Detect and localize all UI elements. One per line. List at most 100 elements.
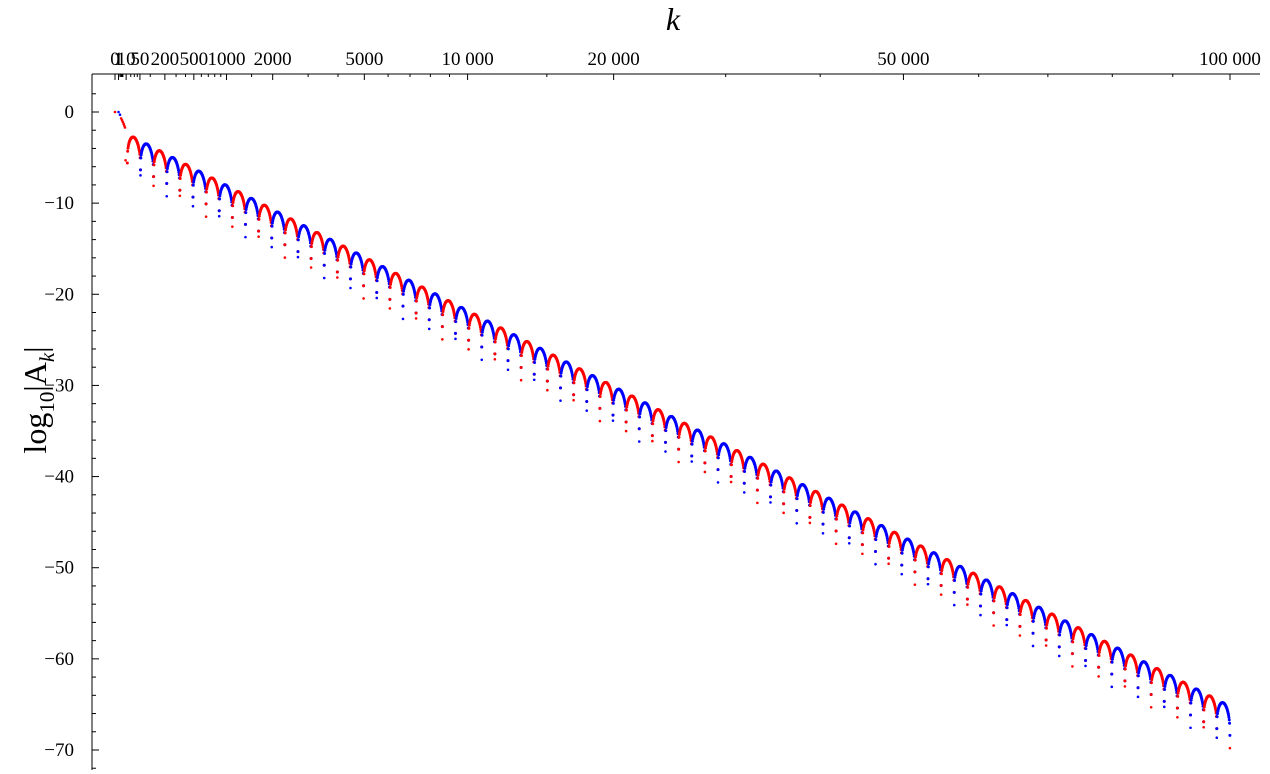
- arch-point: [125, 161, 129, 165]
- zero-dip-point: [139, 174, 142, 177]
- zero-dip-point: [152, 184, 155, 188]
- x-tick-label: 1000: [208, 49, 246, 70]
- zero-dip-point: [729, 480, 733, 484]
- arch-point: [1162, 699, 1166, 703]
- zero-dip-point: [847, 541, 851, 545]
- y-tick-label: −30: [44, 375, 74, 396]
- arch-point: [1163, 688, 1167, 692]
- arch-point: [834, 529, 838, 533]
- arch-point: [847, 536, 851, 540]
- arch-point: [874, 549, 878, 553]
- x-tick-label: 10 000: [441, 49, 493, 70]
- arch-point: [1057, 645, 1061, 649]
- arch-point: [1005, 618, 1009, 622]
- arch-point: [414, 299, 418, 303]
- arch-point: [1215, 715, 1219, 719]
- zero-dip-point: [821, 532, 825, 535]
- arch-point: [1097, 665, 1101, 669]
- arch-point: [152, 175, 156, 179]
- svg-text:log10|Ak|: log10|Ak|: [17, 346, 59, 453]
- y-axis-title-index: k: [35, 352, 59, 362]
- arch-point: [756, 476, 760, 480]
- arch-point: [1110, 660, 1114, 664]
- arch-point: [742, 481, 746, 485]
- arch-point: [138, 168, 142, 172]
- y-tick-label: −20: [44, 284, 74, 305]
- arch-point: [1097, 653, 1101, 657]
- zero-dip-point: [598, 419, 602, 423]
- arch-point: [1202, 720, 1206, 724]
- arch-point: [533, 360, 537, 364]
- arch-point: [808, 515, 812, 519]
- arch-point: [1228, 733, 1232, 737]
- arch-point: [939, 584, 943, 588]
- zero-dip-point: [637, 440, 641, 443]
- arch-point: [283, 231, 287, 235]
- zero-dip-point: [716, 481, 720, 484]
- arch-point: [650, 434, 654, 438]
- arch-point: [401, 304, 405, 308]
- arch-point: [309, 245, 313, 249]
- arch-point: [1227, 715, 1231, 719]
- arch-point: [1202, 708, 1206, 712]
- x-tick-label: 1: [114, 49, 124, 70]
- arch-point: [1018, 613, 1022, 617]
- arch-point: [1070, 652, 1074, 656]
- zero-dip-point: [1189, 726, 1192, 730]
- zero-dip-point: [296, 255, 300, 259]
- zero-dip-point: [1031, 644, 1035, 648]
- zero-dip-point: [375, 296, 379, 300]
- zero-dip-point: [1136, 695, 1140, 699]
- arch-point: [834, 517, 838, 521]
- arch-point: [1071, 640, 1075, 644]
- zero-dip-point: [427, 327, 431, 331]
- arch-point: [1215, 727, 1219, 731]
- arch-point: [1149, 693, 1153, 697]
- zero-dip-point: [1176, 715, 1179, 719]
- zero-dip-point: [874, 562, 877, 566]
- zero-dip-point: [388, 307, 392, 310]
- x-tick-label: 200: [151, 49, 180, 70]
- arch-point: [572, 393, 576, 397]
- y-axis-ticks: 0 −10 −20 −30 −40 −50 −60 −70: [44, 93, 99, 769]
- arch-point: [808, 504, 812, 508]
- arch-point: [362, 284, 366, 288]
- data-point: [124, 159, 127, 162]
- zero-dip-point: [506, 368, 510, 372]
- data-points: [113, 110, 1232, 750]
- arch-point: [703, 461, 707, 465]
- zero-dip-point: [519, 378, 523, 382]
- arch-point: [270, 236, 274, 240]
- arch-point: [139, 156, 143, 160]
- arch-point: [348, 277, 352, 281]
- arch-point: [637, 427, 641, 431]
- arch-point: [821, 510, 825, 514]
- arch-point: [638, 415, 642, 419]
- y-tick-label: −10: [44, 193, 74, 214]
- arch-point: [979, 592, 983, 596]
- x-tick-label: 50: [130, 49, 149, 70]
- arch-point: [572, 381, 576, 385]
- arch-point: [283, 243, 287, 247]
- zero-dip-point: [834, 542, 838, 546]
- arch-point: [532, 372, 536, 376]
- zero-dip-point: [204, 215, 208, 218]
- arch-point: [204, 202, 208, 206]
- arch-point: [795, 497, 799, 501]
- arch-point: [440, 325, 444, 329]
- zero-dip-point: [1228, 746, 1232, 750]
- zero-dip-point: [1162, 705, 1166, 709]
- arch-point: [821, 522, 825, 526]
- arch-point: [755, 488, 759, 492]
- arch-point: [1031, 631, 1035, 635]
- arch-point: [322, 263, 326, 267]
- arch-point: [992, 611, 996, 615]
- zero-dip-point: [401, 317, 405, 321]
- arch-point: [861, 531, 865, 535]
- arch-point: [913, 558, 917, 562]
- arch-point: [349, 265, 353, 269]
- arch-point: [611, 413, 615, 417]
- arch-point: [191, 195, 195, 199]
- arch-point: [519, 354, 523, 358]
- y-tick-label: −70: [44, 740, 74, 761]
